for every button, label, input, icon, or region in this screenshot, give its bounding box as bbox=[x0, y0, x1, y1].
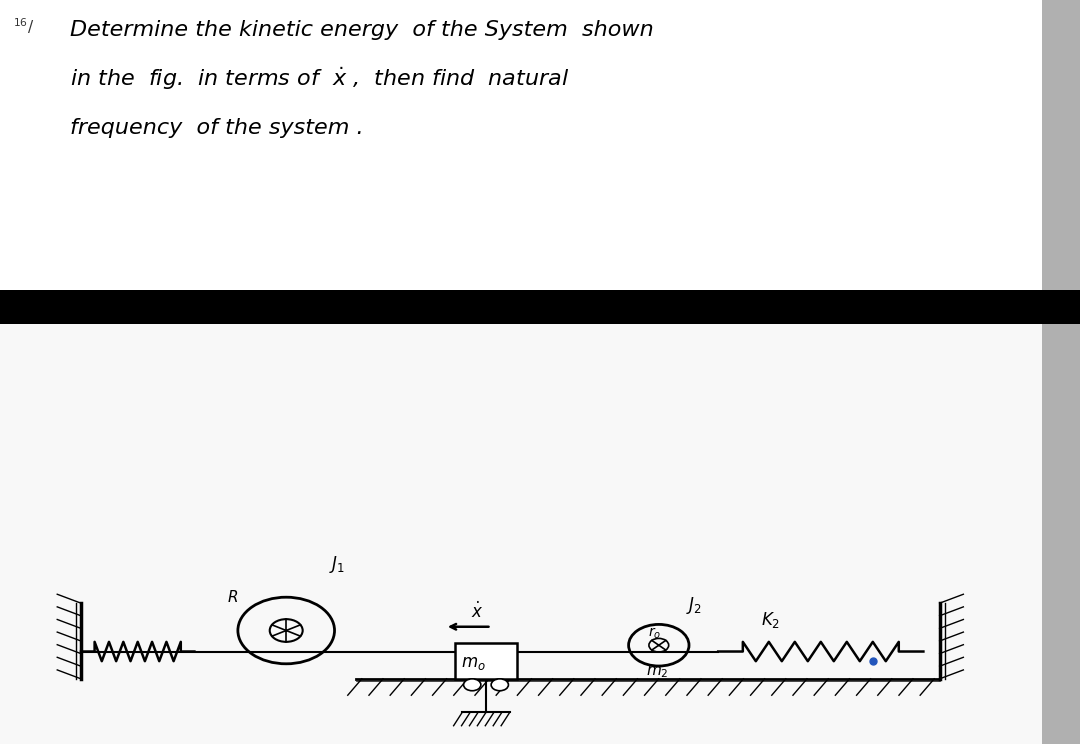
Text: Determine the kinetic energy  of the System  shown: Determine the kinetic energy of the Syst… bbox=[70, 20, 654, 39]
Text: in the  fig.  in terms of  $\dot{x}$ ,  then find  natural: in the fig. in terms of $\dot{x}$ , then… bbox=[70, 65, 569, 92]
Bar bbox=[455, 643, 517, 679]
Circle shape bbox=[463, 679, 481, 690]
Bar bbox=[0, 0, 1080, 290]
Text: $^{16}$/: $^{16}$/ bbox=[13, 16, 35, 36]
Text: $\dot{x}$: $\dot{x}$ bbox=[471, 602, 484, 622]
Text: $K_2$: $K_2$ bbox=[761, 611, 781, 630]
Circle shape bbox=[491, 679, 509, 690]
Text: $J_2$: $J_2$ bbox=[686, 594, 702, 615]
Text: $m_o$: $m_o$ bbox=[461, 654, 485, 672]
Text: frequency  of the system .: frequency of the system . bbox=[70, 118, 364, 138]
Bar bbox=[0, 290, 1080, 324]
Bar bbox=[1042, 0, 1080, 744]
Text: $J_1$: $J_1$ bbox=[329, 554, 346, 576]
Text: $m_2$: $m_2$ bbox=[646, 664, 669, 680]
Bar bbox=[0, 324, 1080, 744]
Text: $R$: $R$ bbox=[227, 589, 238, 605]
Text: $r_o$: $r_o$ bbox=[648, 625, 661, 641]
